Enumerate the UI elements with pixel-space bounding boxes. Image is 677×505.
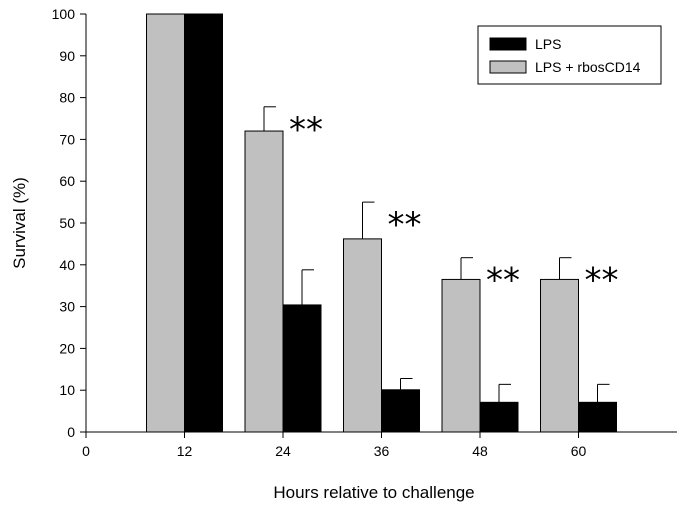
y-tick-label-10: 10	[59, 382, 75, 398]
x-axis-title: Hours relative to challenge	[273, 483, 474, 502]
y-tick-label-0: 0	[67, 424, 75, 440]
legend-swatch-lps	[489, 37, 527, 51]
bar-lps-rboscd14-24	[244, 130, 284, 433]
significance-marker-24: **	[289, 110, 323, 150]
plot-area: 0 10 20 30 40 50 60 70 80 90 100 0 12 24 36 48 60 ** ** ** *…	[52, 6, 677, 459]
bar-lps-12	[184, 13, 223, 433]
y-tick-label-90: 90	[59, 48, 75, 64]
y-tick-label-60: 60	[59, 173, 75, 189]
y-tick-label-100: 100	[52, 6, 76, 22]
x-tick-label-48: 48	[472, 443, 488, 459]
bar-lps-36	[381, 389, 420, 433]
legend: LPS LPS + rbosCD14	[477, 25, 662, 85]
bar-lps-rboscd14-36	[343, 238, 382, 433]
significance-marker-60: **	[585, 261, 619, 301]
y-tick-label-30: 30	[59, 299, 75, 315]
significance-marker-48: **	[486, 261, 520, 301]
bar-lps-48	[479, 401, 519, 433]
legend-label-lps: LPS	[535, 36, 561, 52]
bar-lps-24	[282, 304, 322, 433]
x-tick-label-60: 60	[571, 443, 587, 459]
x-tick-label-0: 0	[82, 443, 90, 459]
bar-lps-60	[578, 401, 617, 433]
legend-label-lps-rboscd14: LPS + rbosCD14	[535, 59, 641, 75]
legend-box	[477, 25, 662, 85]
x-tick-label-24: 24	[275, 443, 291, 459]
y-tick-label-20: 20	[59, 340, 75, 356]
x-tick-label-36: 36	[374, 443, 390, 459]
bar-lps-rboscd14-60	[540, 278, 579, 433]
y-tick-label-80: 80	[59, 90, 75, 106]
y-tick-label-50: 50	[59, 215, 75, 231]
y-axis-title: Survival (%)	[10, 177, 29, 269]
bar-lps-rboscd14-48	[441, 278, 481, 433]
y-tick-label-40: 40	[59, 257, 75, 273]
legend-swatch-lps-rboscd14	[489, 60, 527, 74]
y-tick-label-70: 70	[59, 131, 75, 147]
bar-lps-rboscd14-12	[146, 13, 185, 433]
significance-marker-36: **	[388, 205, 422, 245]
x-tick-label-12: 12	[177, 443, 193, 459]
